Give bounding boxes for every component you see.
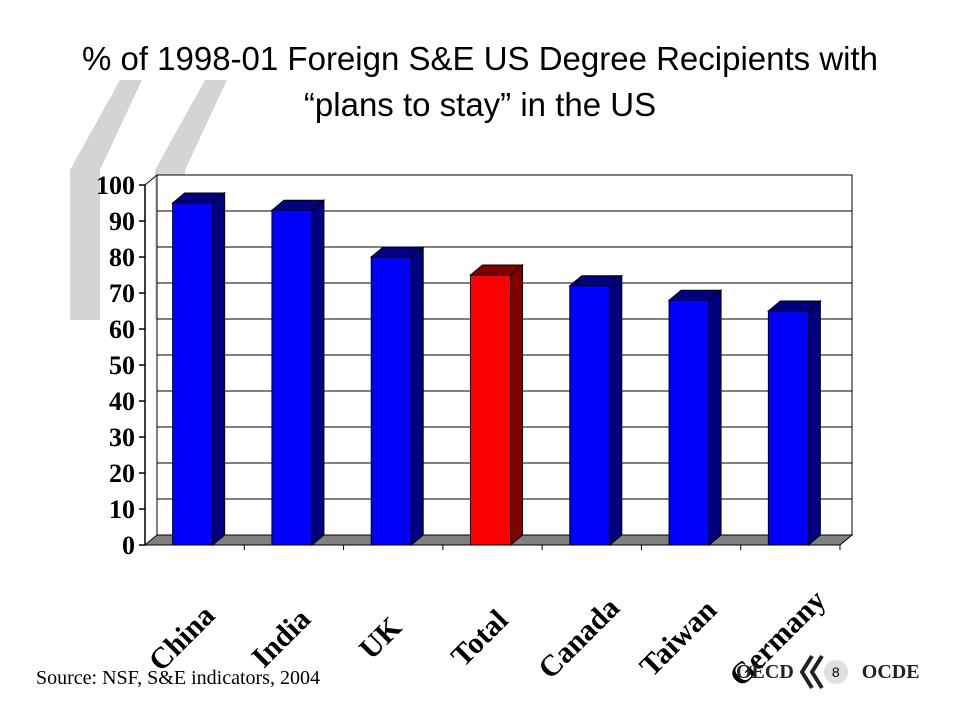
bar-germany [767, 310, 809, 546]
bar-canada [569, 285, 611, 546]
logo-mark: 8 [798, 652, 858, 692]
logo-chevron-icon [799, 654, 824, 690]
bar-side-canada [609, 274, 623, 547]
y-tick-label: 90 [109, 207, 135, 236]
y-tick-label: 60 [109, 315, 135, 344]
x-label-china: China [143, 599, 222, 678]
y-tick-label: 100 [96, 171, 135, 200]
logo-text-oecd: OECD [736, 660, 794, 683]
y-tick-label: 80 [109, 243, 135, 272]
bar-china [172, 202, 214, 546]
bar-uk [370, 256, 412, 546]
chart-title: % of 1998-01 Foreign S&E US Degree Recip… [0, 36, 960, 128]
bar-side-china [212, 191, 226, 547]
x-label-uk: UK [353, 610, 409, 666]
logo-text-ocde: OCDE [861, 660, 920, 683]
y-tick-label: 30 [109, 423, 135, 452]
y-tick-label: 0 [122, 531, 135, 560]
bar-side-germany [807, 299, 821, 547]
bar-total [470, 274, 511, 546]
bar-side-uk [410, 245, 424, 547]
bar-india [271, 209, 313, 546]
y-tick-label: 50 [109, 351, 135, 380]
y-tick-label: 70 [109, 279, 135, 308]
title-line-1: % of 1998-01 Foreign S&E US Degree Recip… [81, 40, 879, 77]
title-line-2: “plans to stay” in the US [303, 86, 657, 123]
y-tick-label: 10 [109, 495, 135, 524]
x-label-total: Total [445, 603, 515, 673]
bar-taiwan [668, 299, 710, 546]
x-label-canada: Canada [532, 591, 626, 685]
y-tick-label: 20 [109, 459, 135, 488]
wall-edge [144, 174, 158, 186]
y-tick-label: 40 [109, 387, 135, 416]
bar-side-total [510, 263, 523, 547]
bar-side-taiwan [708, 289, 722, 547]
page-number: 8 [823, 660, 848, 684]
oecd-logo: OECD 8 OCDE [736, 652, 920, 692]
source-note: Source: NSF, S&E indicators, 2004 [36, 667, 320, 689]
x-label-india: India [245, 602, 317, 674]
x-label-taiwan: Taiwan [633, 593, 723, 683]
bar-side-india [311, 199, 325, 547]
